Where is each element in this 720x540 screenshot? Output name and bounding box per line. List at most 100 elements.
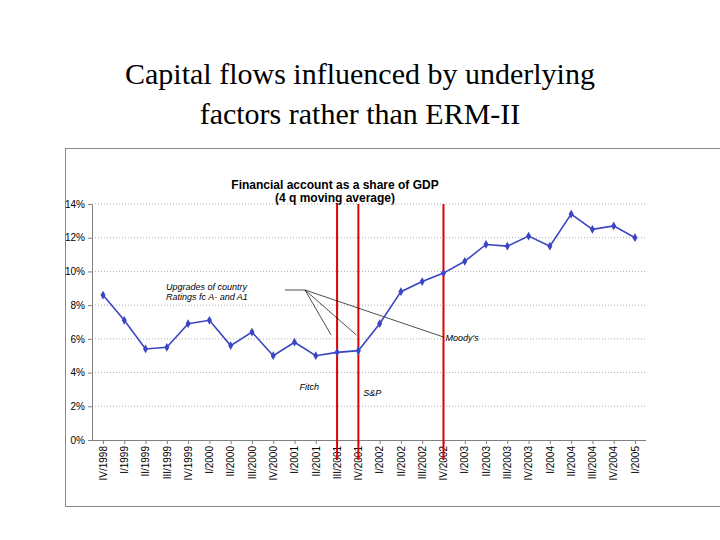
series-marker [569, 210, 574, 219]
grid-line [92, 305, 646, 306]
series-marker [249, 328, 254, 337]
series-marker [590, 225, 595, 234]
y-tick: 4% [71, 367, 92, 378]
x-tick: IV/1998 [98, 440, 109, 480]
x-tick-mark [231, 440, 232, 444]
x-tick: III/1999 [162, 440, 173, 479]
series-marker [420, 277, 425, 286]
x-tick-mark [146, 440, 147, 444]
event-line [357, 204, 359, 460]
x-tick: III/2003 [502, 440, 513, 479]
x-tick-mark [422, 440, 423, 444]
event-label: Fitch [300, 382, 320, 392]
x-tick-mark [380, 440, 381, 444]
leader-line [305, 290, 331, 335]
x-tick: II/2000 [225, 440, 236, 477]
y-tick: 6% [71, 334, 92, 345]
x-tick: III/2002 [417, 440, 428, 479]
series-marker [462, 257, 467, 266]
y-tick-mark [88, 440, 92, 441]
x-tick-mark [465, 440, 466, 444]
x-tick-label: I/2001 [289, 446, 300, 474]
x-tick: II/2002 [396, 440, 407, 477]
grid-line [92, 204, 646, 205]
leader-line [285, 290, 305, 291]
y-tick-label: 10% [65, 266, 85, 277]
x-tick: IV/2000 [268, 440, 279, 480]
x-tick-mark [635, 440, 636, 444]
y-tick-label: 14% [65, 199, 85, 210]
x-tick-mark [295, 440, 296, 444]
x-tick-label: IV/2004 [608, 446, 619, 481]
y-tick: 14% [65, 199, 92, 210]
y-tick-mark [88, 204, 92, 205]
grid-line [92, 271, 646, 272]
chart-frame [66, 149, 720, 507]
x-tick-label: I/1999 [119, 446, 130, 474]
x-tick-mark [507, 440, 508, 444]
x-tick: III/2004 [587, 440, 598, 479]
x-tick-mark [529, 440, 530, 444]
x-tick-label: II/2001 [311, 446, 322, 477]
x-tick: II/2001 [311, 440, 322, 477]
series-marker [143, 345, 148, 354]
x-tick-label: III/2000 [247, 446, 258, 480]
series-marker [505, 242, 510, 251]
y-axis-line [92, 205, 93, 441]
y-tick-label: 12% [65, 232, 85, 243]
chart-title: Financial account as a share of GDP [231, 178, 438, 192]
x-tick-label: II/2003 [481, 446, 492, 477]
slide: Capital flows influenced by underlying fa… [0, 0, 720, 540]
x-tick-label: IV/2003 [523, 446, 534, 481]
chart-subtitle: (4 q moving average) [275, 191, 395, 205]
x-tick: I/1999 [119, 440, 130, 474]
x-tick-label: II/2002 [396, 446, 407, 477]
leader-line [305, 290, 356, 335]
series-marker [356, 346, 361, 355]
y-tick-mark [88, 339, 92, 340]
series-marker [313, 351, 318, 360]
series-marker [632, 233, 637, 242]
series-marker [526, 232, 531, 241]
series-marker [271, 351, 276, 360]
x-tick-mark [550, 440, 551, 444]
series-marker [377, 319, 382, 328]
y-tick-label: 2% [71, 401, 86, 412]
x-tick-label: II/1999 [140, 446, 151, 477]
x-tick-mark [252, 440, 253, 444]
y-tick-label: 6% [71, 334, 86, 345]
x-tick: II/2003 [481, 440, 492, 477]
x-tick-label: IV/1999 [183, 446, 194, 481]
x-tick-label: II/2004 [566, 446, 577, 477]
grid-line [92, 372, 646, 373]
x-axis: IV/1998 I/1999 II/1999 III/1999 IV/1999 I/200… [92, 440, 646, 480]
x-tick-mark [571, 440, 572, 444]
series-marker [292, 338, 297, 347]
y-tick-label: 8% [71, 300, 86, 311]
x-tick: IV/2003 [523, 440, 534, 480]
x-tick-mark [316, 440, 317, 444]
slide-title: factors rather than ERM-II [200, 97, 521, 130]
x-tick-label: III/2003 [502, 446, 513, 480]
x-tick: I/2002 [374, 440, 385, 474]
y-tick: 12% [65, 232, 92, 243]
x-tick-mark [401, 440, 402, 444]
y-tick-mark [88, 305, 92, 306]
series-marker [335, 348, 340, 357]
series-marker [398, 287, 403, 296]
x-tick-label: I/2005 [630, 446, 641, 474]
grid-line [92, 406, 646, 407]
grid [92, 204, 646, 406]
x-tick: I/2003 [459, 440, 470, 474]
annotation: Upgrades of countryRatings fc A- and A1 [166, 282, 443, 337]
x-tick-label: I/2003 [459, 446, 470, 474]
series-marker [441, 269, 446, 278]
x-tick-mark [614, 440, 615, 444]
annotation-text: Upgrades of country [166, 282, 248, 292]
x-axis-line [92, 440, 646, 441]
y-tick: 0% [71, 435, 92, 446]
slide-title: Capital flows influenced by underlying [125, 57, 595, 90]
series-marker [164, 343, 169, 352]
y-tick-mark [88, 271, 92, 272]
event-line [442, 204, 444, 460]
